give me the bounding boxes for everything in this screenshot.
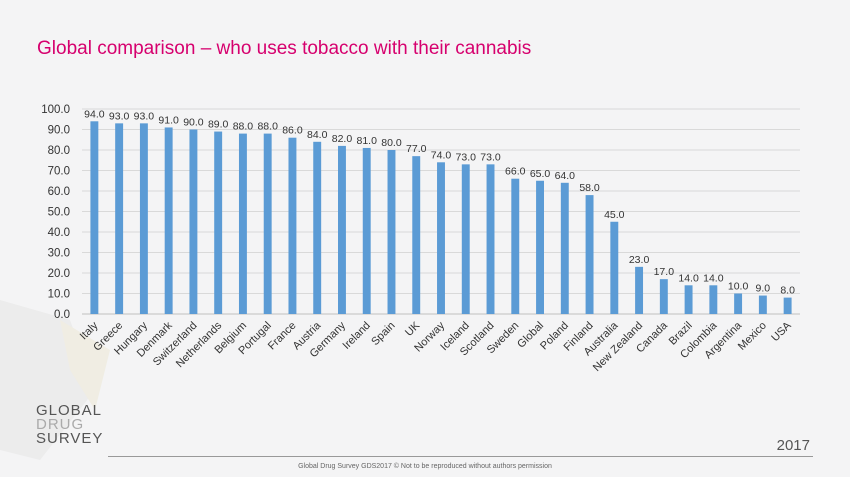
year-label: 2017	[776, 437, 810, 454]
data-label: 81.0	[357, 135, 378, 147]
x-tick-label: UK	[403, 319, 423, 339]
x-tick-label: USA	[769, 319, 794, 344]
bar	[461, 164, 470, 314]
slide-title: Global comparison – who uses tobacco wit…	[37, 38, 532, 59]
data-label: 64.0	[555, 170, 576, 182]
data-label: 9.0	[756, 283, 771, 295]
data-label: 17.0	[654, 266, 675, 278]
data-label: 74.0	[431, 149, 452, 161]
y-tick-label: 50.0	[48, 207, 70, 219]
y-tick-label: 80.0	[48, 145, 70, 157]
bar	[164, 127, 173, 314]
y-tick-label: 0.0	[54, 309, 70, 321]
bar	[635, 266, 644, 314]
y-tick-label: 90.0	[48, 125, 70, 137]
data-label: 90.0	[183, 117, 204, 129]
data-label: 66.0	[505, 166, 526, 178]
bar	[585, 195, 594, 314]
bar	[189, 129, 198, 314]
bar	[783, 297, 792, 314]
global-drug-survey-logo: GLOBAL DRUG SURVEY	[36, 402, 104, 447]
bar	[338, 145, 346, 314]
data-label: 88.0	[257, 121, 278, 133]
bar	[412, 156, 421, 314]
data-label: 77.0	[406, 143, 427, 155]
y-tick-label: 30.0	[48, 248, 70, 260]
data-label: 84.0	[307, 129, 328, 141]
bar	[486, 164, 495, 314]
bar	[313, 141, 322, 314]
bar	[139, 123, 148, 314]
bar	[659, 279, 668, 314]
y-tick-label: 70.0	[48, 166, 70, 178]
logo-line-survey: SURVEY	[36, 430, 104, 447]
x-tick-label: Spain	[369, 320, 397, 348]
bar	[709, 285, 718, 314]
x-tick-label: Ireland	[341, 320, 373, 352]
data-label: 88.0	[233, 121, 254, 133]
bar	[387, 150, 396, 314]
data-label: 73.0	[480, 151, 501, 163]
bar	[610, 221, 619, 314]
data-label: 82.0	[332, 133, 353, 145]
data-label: 58.0	[579, 182, 600, 194]
data-label: 65.0	[530, 168, 551, 180]
data-label: 91.0	[158, 114, 179, 126]
data-label: 14.0	[703, 272, 724, 284]
bar	[560, 182, 569, 314]
bar	[734, 293, 743, 314]
data-label: 93.0	[109, 110, 130, 122]
y-tick-label: 10.0	[48, 289, 70, 301]
bar	[238, 133, 247, 314]
bar	[214, 131, 223, 314]
bar	[90, 121, 99, 314]
data-label: 86.0	[282, 125, 303, 137]
logo-line-drug: DRUG	[36, 416, 85, 433]
x-tick-label: Mexico	[736, 320, 769, 353]
data-label: 73.0	[456, 151, 477, 163]
data-label: 89.0	[208, 119, 229, 131]
footer-copyright: Global Drug Survey GDS2017 © Not to be r…	[298, 463, 552, 470]
bar	[115, 123, 124, 314]
data-label: 45.0	[604, 209, 625, 221]
bar	[511, 178, 520, 314]
bar	[684, 285, 693, 314]
logo-line-global: GLOBAL	[36, 402, 103, 419]
bar	[263, 133, 272, 314]
data-label: 10.0	[728, 281, 749, 293]
bar	[536, 180, 544, 314]
bar	[437, 162, 445, 314]
background-decoration	[0, 300, 110, 460]
data-label: 14.0	[678, 272, 699, 284]
footer-divider	[108, 456, 813, 457]
bar-chart: 0.0 10.0 20.0 30.0 40.0 50.0 60.0 70.0 80.0 90.0 1…	[41, 104, 800, 374]
data-label: 80.0	[381, 137, 402, 149]
bar	[288, 137, 297, 314]
data-label: 93.0	[134, 110, 155, 122]
bar	[758, 295, 767, 314]
y-tick-label: 100.0	[41, 104, 70, 116]
bar	[362, 147, 371, 314]
y-tick-label: 40.0	[48, 227, 70, 239]
data-label: 8.0	[780, 285, 795, 297]
data-label: 23.0	[629, 254, 650, 266]
y-tick-label: 20.0	[48, 268, 70, 280]
y-tick-label: 60.0	[48, 186, 70, 198]
data-label: 94.0	[84, 108, 105, 120]
